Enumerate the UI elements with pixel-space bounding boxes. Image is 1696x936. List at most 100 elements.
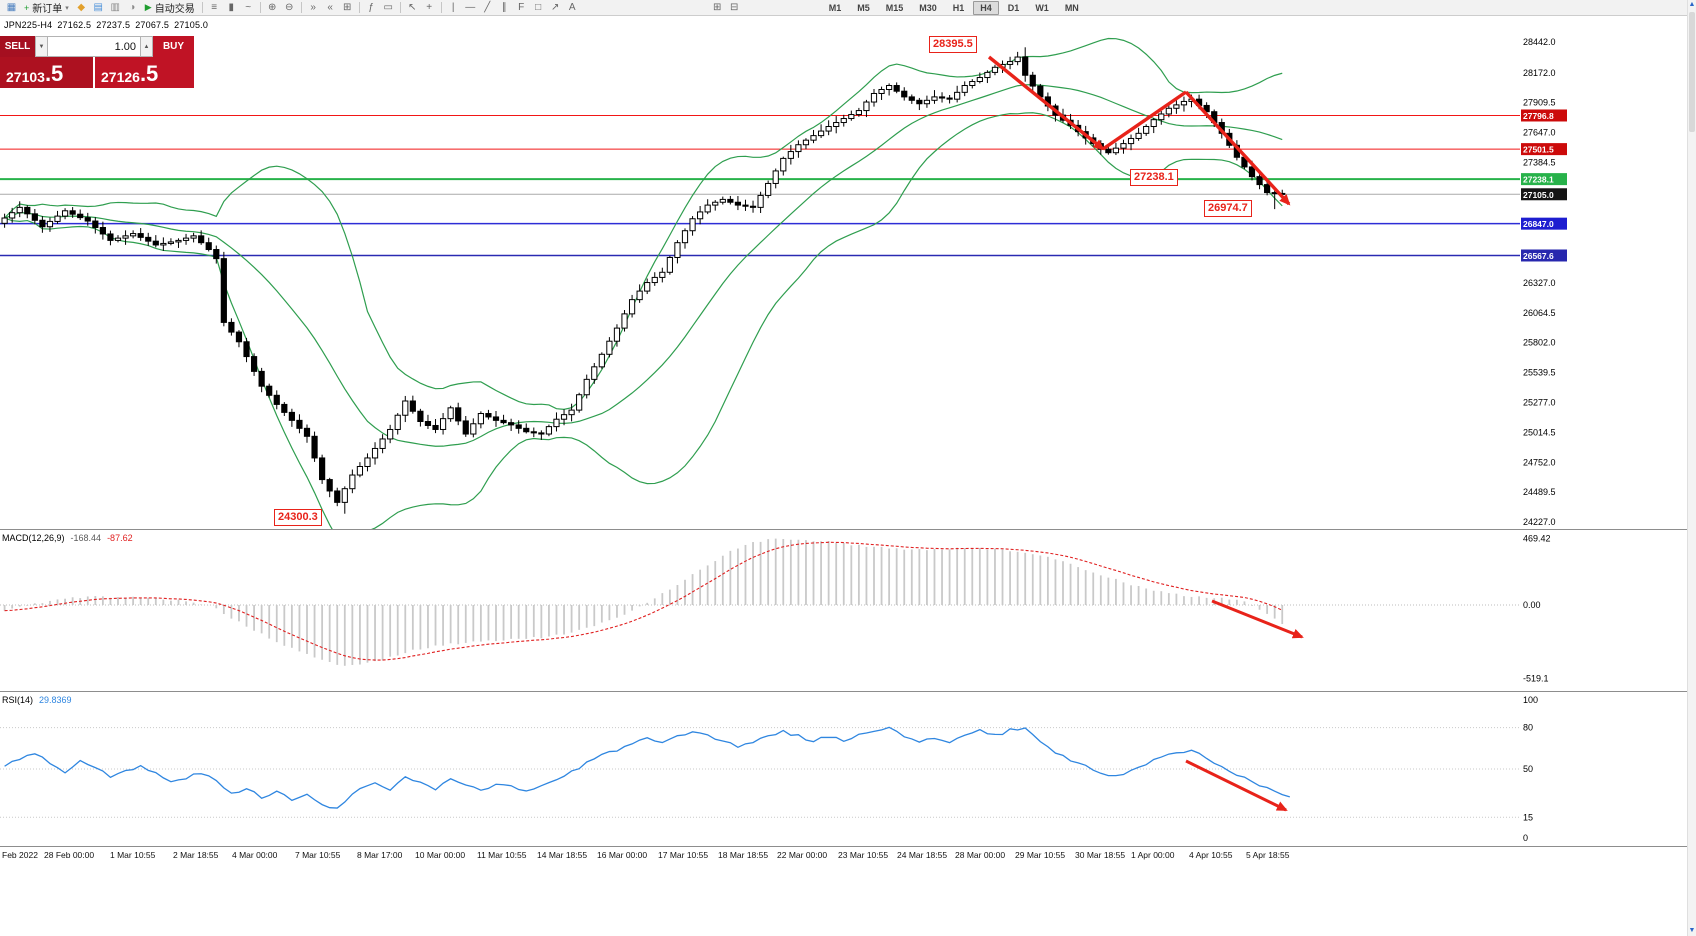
vertical-line-icon[interactable]: | [451,2,455,13]
rsi-label: RSI(14) 29.8369 [2,695,78,705]
window-cascade-icon[interactable]: ⊟ [730,2,739,13]
objects-list-icon[interactable]: ▭ [383,2,393,13]
favorites-icon[interactable]: ◆ [77,2,86,13]
timeframe-m1-button[interactable]: M1 [828,2,842,13]
history-center-icon[interactable]: ◑ [129,2,136,13]
buy-price[interactable]: 27126.5 [95,57,194,88]
channel-icon[interactable]: ∥ [501,2,507,13]
horizontal-line-icon[interactable]: — [465,2,476,13]
time-axis-label: 4 Mar 00:00 [232,850,278,860]
buy-price-pips: .5 [139,61,159,87]
fibonacci-icon[interactable]: F [518,2,525,13]
macd-panel-canvas[interactable]: 469.42 0.00 -519.1 [0,530,1696,691]
chart-ohlc-info: JPN225-H4 27162.5 27237.5 27067.5 27105.0 [4,20,213,30]
scroll-up-icon[interactable]: ▲ [1688,1,1696,8]
cursor-icon[interactable]: ↖ [408,2,417,13]
svg-text:15: 15 [1523,812,1533,822]
scrollbar-thumb[interactable] [1689,12,1695,132]
shapes-icon[interactable]: □ [535,2,542,13]
caret-down-icon: ▾ [65,4,69,12]
chart-open: 27162.5 [57,20,92,30]
crosshair-icon[interactable]: + [426,2,433,13]
arrows-tool-icon[interactable]: ↗ [551,2,560,13]
candlestick-chart-icon[interactable]: ▮ [228,2,234,13]
indicators-icon[interactable]: ƒ [368,2,374,13]
price-annotation[interactable]: 26974.7 [1204,200,1252,217]
time-axis-label: 23 Mar 10:55 [838,850,889,860]
main-toolbar: ▦ + 新订单 ▾ ◆ ▤ ▥ ◑ ▶ 自动交易 ≡ ▮ ~ ⊕ ⊖» «⊞ ƒ ▭ ↖ + | — ╱ ∥ F □ ↗ A ⊞ ⊟ M1 M… [0,0,1696,16]
toolbar-separator [201,2,203,13]
price-chart-canvas[interactable]: 28442.0 28172.0 27909.5 27647.0 27384.5 26327… [0,16,1696,530]
rsi-name: RSI(14) [2,695,34,705]
zoom-in-icon[interactable]: ⊕ [268,2,277,13]
time-axis[interactable]: Feb 2022 28 Feb 00:00 1 Mar 10:55 2 Mar 18:… [0,848,1696,866]
svg-text:27796.8: 27796.8 [1523,111,1554,121]
time-axis-label: 18 Mar 18:55 [718,850,769,860]
svg-text:28442.0: 28442.0 [1523,37,1556,47]
svg-text:0: 0 [1523,833,1528,843]
one-click-trading-panel: SELL ▼ ▲ BUY 27103.5 27126.5 [0,36,194,88]
svg-text:24752.0: 24752.0 [1523,457,1556,467]
timeframe-d1-button[interactable]: D1 [1007,2,1020,13]
timeframe-m30-button[interactable]: M30 [919,2,937,13]
time-axis-label: Feb 2022 [2,850,38,860]
time-axis-label: 4 Apr 10:55 [1189,850,1233,860]
timeframe-h1-button[interactable]: H1 [952,2,965,13]
chart-close: 27105.0 [174,20,209,30]
autotrade-button-label: 自动交易 [154,4,195,15]
window-tile-icon[interactable]: ⊞ [713,2,722,13]
price-annotation[interactable]: 24300.3 [274,509,322,526]
new-order-button-label: 新订单 [32,4,63,15]
timeframe-m15-button[interactable]: M15 [885,2,904,13]
buy-price-value: 27126 [101,69,140,85]
price-annotation[interactable]: 28395.5 [929,36,977,53]
auto-scroll-icon[interactable]: » [310,2,316,13]
time-axis-label: 29 Mar 10:55 [1015,850,1066,860]
sell-button[interactable]: SELL [0,36,35,57]
trendline-icon[interactable]: ╱ [484,2,491,13]
tile-windows-icon[interactable]: ⊞ [343,2,352,13]
svg-text:469.42: 469.42 [1523,533,1551,543]
svg-text:25277.0: 25277.0 [1523,397,1556,407]
timeframe-w1-button[interactable]: W1 [1035,2,1049,13]
new-chart-icon[interactable]: ▦ [6,2,17,13]
data-window-icon[interactable]: ▥ [110,2,120,13]
toolbar-separator [399,2,401,13]
line-chart-icon[interactable]: ~ [245,2,252,13]
volume-input[interactable] [48,36,140,57]
time-axis-label: 28 Mar 00:00 [955,850,1006,860]
new-order-button[interactable]: + 新订单 ▾ [20,1,73,16]
volume-decrease-button[interactable]: ▼ [35,36,48,57]
sell-price-pips: .5 [44,61,64,87]
chart-shift-icon[interactable]: « [327,2,333,13]
vertical-scrollbar[interactable]: ▲ ▼ [1687,0,1696,936]
svg-text:-519.1: -519.1 [1523,674,1549,684]
svg-text:26567.6: 26567.6 [1523,251,1554,261]
time-axis-label: 2 Mar 18:55 [173,850,219,860]
autotrade-button[interactable]: ▶ 自动交易 [141,1,199,15]
text-tool-icon[interactable]: A [568,2,576,13]
svg-text:80: 80 [1523,723,1533,733]
bar-chart-icon[interactable]: ≡ [211,2,218,13]
plus-icon: + [24,2,30,13]
sell-price-value: 27103 [6,69,45,85]
rsi-panel-canvas[interactable]: 100 80 50 15 0 [0,692,1696,846]
time-axis-label: 11 Mar 10:55 [477,850,527,860]
timeframe-m5-button[interactable]: M5 [857,2,870,13]
timeframe-h4-button[interactable]: H4 [973,0,999,15]
panel-separator[interactable] [0,691,1696,692]
volume-increase-button[interactable]: ▲ [140,36,153,57]
price-annotation[interactable]: 27238.1 [1130,169,1178,186]
scroll-down-icon[interactable]: ▼ [1688,927,1696,934]
zoom-out-icon[interactable]: ⊖ [285,2,294,13]
market-watch-icon[interactable]: ▤ [93,2,103,13]
time-axis-label: 8 Mar 17:00 [357,850,403,860]
macd-name: MACD(12,26,9) [2,533,65,543]
sell-price[interactable]: 27103.5 [0,57,93,88]
panel-separator[interactable] [0,529,1696,530]
svg-text:25539.5: 25539.5 [1523,368,1556,378]
timeframe-mn-button[interactable]: MN [1064,2,1079,13]
buy-button[interactable]: BUY [153,36,194,57]
svg-text:27105.0: 27105.0 [1523,190,1554,200]
chart-symbol-period: JPN225-H4 [4,20,53,30]
